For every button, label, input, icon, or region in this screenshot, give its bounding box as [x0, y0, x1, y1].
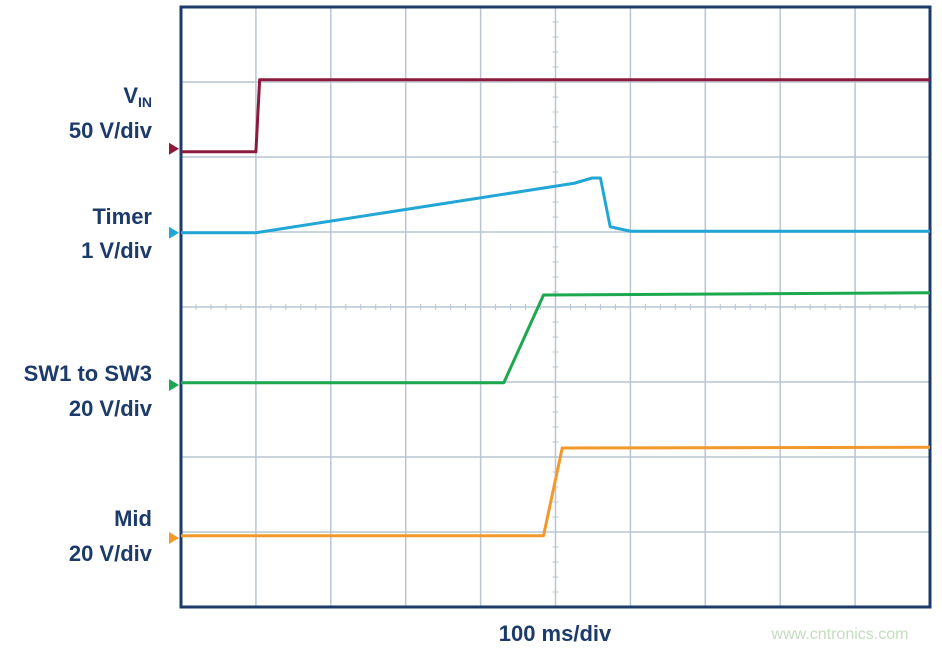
legend-label-main: V: [123, 83, 138, 108]
scale-label: 20 V/div: [69, 396, 153, 421]
scale-label: 1 V/div: [81, 238, 153, 263]
trace: [181, 445, 931, 538]
trace: [181, 176, 930, 235]
ground-marker: [169, 142, 179, 155]
ground-marker: [169, 532, 179, 544]
ground-marker: [169, 379, 179, 391]
legend-label: Mid: [114, 506, 152, 531]
legend-label-subscript: IN: [138, 94, 152, 110]
watermark: www.cntronics.com: [771, 626, 909, 643]
scale-label: 20 V/div: [69, 541, 153, 566]
legend-label: VIN: [123, 83, 152, 110]
trace: [181, 291, 931, 385]
trace: [181, 78, 930, 154]
legend-label: SW1 to SW3: [24, 361, 152, 386]
x-axis-label: 100 ms/div: [499, 621, 612, 646]
ground-marker: [169, 226, 179, 239]
scale-label: 50 V/div: [69, 118, 153, 143]
plot-frame: [179, 5, 932, 609]
legend-label: Timer: [92, 204, 152, 229]
